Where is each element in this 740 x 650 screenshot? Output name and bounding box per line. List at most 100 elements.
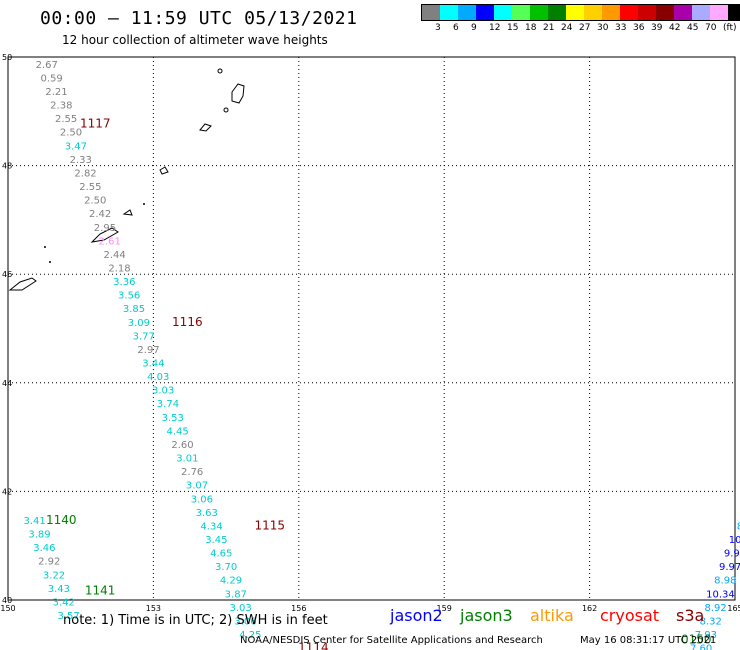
wave-height-value: 0.59 [40,73,62,84]
wave-height-value: 3.01 [176,454,198,465]
latitude-tick-label: 46 [2,270,12,279]
wave-height-value: 4.34 [200,521,222,532]
wave-height-value: 7.60 [690,644,712,650]
scale-swatch [638,5,656,20]
wave-height-value: 3.45 [205,535,227,546]
wave-height-value: 3.70 [215,562,237,573]
color-scale-labels: 3 6 9 12 15 18 21 24 27 30 33 36 39 42 45 70 (ft) [421,21,740,33]
wave-height-value: 4.65 [210,549,232,560]
wave-height-value: 8.32 [700,616,722,627]
island-outline [90,227,119,243]
island-dot [223,107,229,113]
generated-time: May 16 08:31:17 UTC 2021 [580,635,717,646]
wave-height-value: 7.93 [695,630,717,641]
wave-height-value: 3.47 [65,141,87,152]
wave-height-value: 4.45 [167,426,189,437]
credit-line: NOAA/NESDIS Center for Satellite Applica… [240,635,543,646]
wave-height-value: 2.82 [74,168,96,179]
wave-height-value: 3.09 [128,318,150,329]
island-dot [143,203,145,205]
wave-height-value: 3.36 [113,277,135,288]
scale-label: 9 [471,23,477,33]
satellite-name: s3a [676,606,705,625]
wave-height-value: 3.06 [191,494,213,505]
wave-height-value: 2.38 [50,101,72,112]
scale-swatch [620,5,638,20]
scale-swatch [476,5,494,20]
satellite-name: jason2 [390,606,443,625]
wave-height-value: 2.44 [103,250,125,261]
scale-label: 70 [705,23,717,33]
scale-label: 3 [435,23,441,33]
footnote: note: 1) Time is in UTC; 2) SWH is in fe… [63,613,328,628]
latitude-tick-label: 40 [2,596,12,605]
scale-swatch [602,5,620,20]
scale-swatch [674,5,692,20]
satellite-name: cryosat [600,606,660,625]
wave-height-value: 8.92 [704,603,726,614]
wave-height-value: 3.56 [118,291,140,302]
scale-swatch [422,5,440,20]
wave-height-value: 3.87 [225,589,247,600]
wave-height-value: 2.61 [99,236,121,247]
scale-swatch [584,5,602,20]
wave-height-value: 4.29 [220,576,242,587]
scale-swatch [566,5,584,20]
scale-label: 39 [651,23,663,33]
scale-label: (ft) [723,23,737,33]
scale-swatch [530,5,548,20]
scale-label: 36 [633,23,645,33]
wave-height-value: 2.60 [171,440,193,451]
island-outline [231,83,245,104]
scale-label: 45 [687,23,699,33]
color-scale-bar [421,4,740,21]
map-frame [7,56,736,601]
scale-label: 27 [579,23,591,33]
page-subtitle: 12 hour collection of altimeter wave hei… [62,33,328,47]
wave-height-value: 3.77 [133,331,155,342]
island-dot [49,261,51,263]
wave-height-value: 3.74 [157,399,179,410]
wave-height-value: 3.63 [196,508,218,519]
longitude-tick-label: 156 [291,604,306,613]
island-dot [217,68,223,74]
scale-label: 42 [669,23,681,33]
latitude-tick-label: 44 [2,379,12,388]
wave-height-value: 3.43 [48,584,70,595]
wave-height-value: 3.03 [230,603,252,614]
scale-label: 33 [615,23,627,33]
wave-height-value: 2.92 [38,557,60,568]
wave-height-value: 10.1 [729,535,740,546]
scale-swatch [692,5,710,20]
satellite-name: jason3 [460,606,513,625]
scale-swatch [512,5,530,20]
scale-swatch [728,5,740,20]
wave-height-value: 4.25 [239,630,261,641]
latitude-tick-label: 50 [2,53,12,62]
wave-height-value: 8.98 [714,576,736,587]
wave-height-value: 2.50 [84,196,106,207]
track-time-label: 1116 [172,315,203,329]
track-time-label: 1117 [80,117,111,131]
wave-height-value: 2.67 [36,60,58,71]
wave-height-value: 2.97 [137,345,159,356]
wave-height-value: 3.85 [123,304,145,315]
wave-height-value: 8.4 [737,521,740,532]
scale-label: 12 [489,23,501,33]
wave-height-value: 10.34 [706,589,735,600]
longitude-tick-label: 153 [146,604,161,613]
island-outline [8,277,37,291]
wave-height-value: 3.22 [43,570,65,581]
axis-tick-labels: 150 153 156 159 162 165 40 42 44 46 48 50 [0,53,740,613]
wave-height-value: 9.97 [719,562,740,573]
wave-height-value: 3.53 [162,413,184,424]
longitude-tick-label: 162 [582,604,597,613]
scale-label: 30 [597,23,609,33]
wave-height-value: 3.06 [234,616,256,627]
track-time-label: 1114 [298,641,329,650]
island-outline [199,123,212,132]
wave-height-value: 3.44 [142,359,164,370]
wave-height-value: 3.46 [33,543,55,554]
scale-label: 18 [525,23,537,33]
